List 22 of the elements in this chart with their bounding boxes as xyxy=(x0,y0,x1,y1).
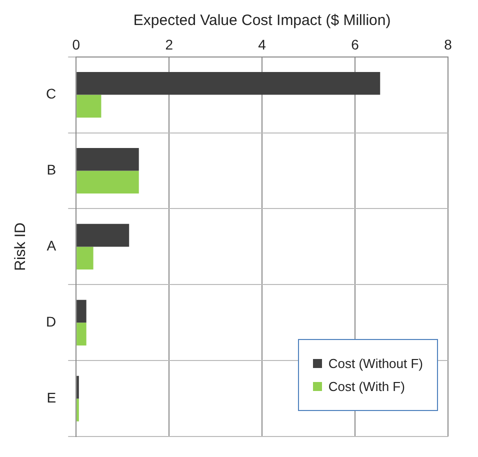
y-tick-label: B xyxy=(46,162,56,178)
bar xyxy=(76,224,130,247)
y-tick-label: E xyxy=(46,389,56,406)
x-axis-title: Expected Value Cost Impact ($ Million) xyxy=(133,12,391,30)
legend-label: Cost (With F) xyxy=(328,379,405,394)
bar xyxy=(76,170,139,194)
bar xyxy=(76,94,102,118)
y-tick-label: D xyxy=(46,314,56,330)
x-tick-label: 2 xyxy=(165,36,174,52)
x-tick-label: 4 xyxy=(258,36,266,52)
legend-label: Cost (Without F) xyxy=(328,356,423,371)
x-tick-label: 0 xyxy=(72,36,80,52)
bar xyxy=(76,322,86,346)
y-tick-label: A xyxy=(46,238,57,254)
y-tick-label: C xyxy=(46,86,56,102)
y-axis-title: Risk ID xyxy=(12,222,30,271)
bar xyxy=(76,72,380,95)
bar xyxy=(76,148,139,171)
x-tick-label: 6 xyxy=(351,36,360,52)
bar xyxy=(76,300,86,323)
bar xyxy=(76,246,94,270)
x-tick-label: 8 xyxy=(444,36,452,52)
